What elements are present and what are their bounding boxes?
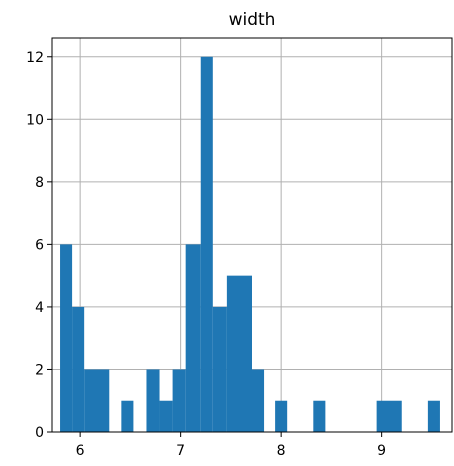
histogram-bar bbox=[84, 369, 110, 432]
x-tick-label: 9 bbox=[377, 443, 386, 459]
histogram-bar bbox=[313, 400, 326, 432]
tick-labels: 6 7 8 9 0 2 4 6 8 10 12 bbox=[26, 50, 386, 459]
y-tick-label: 6 bbox=[35, 237, 44, 253]
histogram-bar bbox=[159, 400, 173, 432]
histogram-bar bbox=[172, 369, 186, 432]
x-tick-label: 7 bbox=[176, 443, 185, 459]
chart-title: width bbox=[229, 10, 276, 30]
y-tick-label: 8 bbox=[35, 175, 44, 191]
histogram-bar bbox=[200, 56, 213, 433]
histogram-bar bbox=[252, 369, 265, 432]
histogram-bar bbox=[212, 306, 227, 432]
histogram-bar bbox=[72, 306, 85, 432]
histogram-bar bbox=[427, 400, 440, 432]
plot-frame bbox=[51, 37, 453, 433]
histogram-bar bbox=[121, 400, 134, 432]
gridlines bbox=[52, 38, 452, 433]
histogram-bars bbox=[60, 56, 440, 433]
histogram-bar bbox=[185, 244, 201, 432]
histogram-bar bbox=[376, 400, 402, 432]
x-tick-label: 8 bbox=[277, 443, 286, 459]
histogram-bar bbox=[60, 244, 73, 432]
y-tick-label: 0 bbox=[35, 425, 44, 441]
axes bbox=[47, 37, 453, 437]
y-tick-label: 12 bbox=[26, 50, 44, 66]
y-tick-label: 2 bbox=[35, 362, 44, 378]
histogram-bar bbox=[146, 369, 160, 432]
x-tick-label: 6 bbox=[76, 443, 85, 459]
histogram-bar bbox=[275, 400, 288, 432]
y-tick-label: 10 bbox=[26, 112, 44, 128]
y-tick-label: 4 bbox=[35, 300, 44, 316]
histogram-bar bbox=[226, 275, 252, 432]
